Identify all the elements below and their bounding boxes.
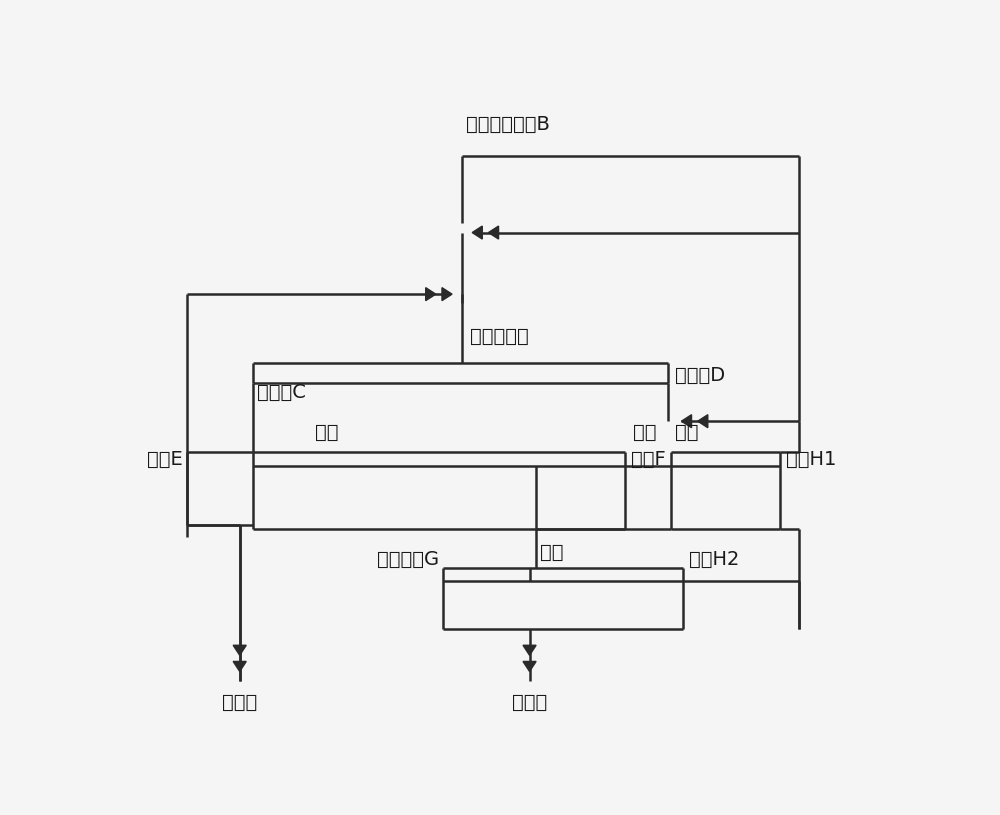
- Text: 精尾F: 精尾F: [631, 450, 666, 469]
- Text: 二扫尾矿G: 二扫尾矿G: [377, 550, 439, 570]
- Text: 铁精矿: 铁精矿: [222, 693, 257, 711]
- Text: 浮尾: 浮尾: [633, 423, 656, 443]
- Polygon shape: [442, 288, 452, 301]
- Polygon shape: [233, 645, 246, 655]
- Polygon shape: [523, 662, 536, 672]
- Polygon shape: [681, 415, 692, 428]
- Text: 钛精矿: 钛精矿: [512, 693, 547, 711]
- Text: 一扫: 一扫: [675, 423, 699, 443]
- Text: 精矿E: 精矿E: [147, 450, 183, 469]
- Text: 反浮选粗选: 反浮选粗选: [470, 327, 529, 346]
- Text: 酸洗后钛精矿B: 酸洗后钛精矿B: [466, 115, 550, 134]
- Text: 二扫: 二扫: [540, 543, 563, 562]
- Text: 中矿H2: 中矿H2: [689, 550, 740, 570]
- Polygon shape: [472, 226, 482, 239]
- Polygon shape: [426, 288, 436, 301]
- Text: 粗浮精C: 粗浮精C: [257, 382, 306, 402]
- Text: 中矿H1: 中矿H1: [786, 450, 836, 469]
- Polygon shape: [523, 645, 536, 655]
- Polygon shape: [488, 226, 499, 239]
- Polygon shape: [698, 415, 708, 428]
- Polygon shape: [233, 662, 246, 672]
- Text: 粗浮尾D: 粗浮尾D: [675, 365, 725, 385]
- Text: 一精: 一精: [315, 423, 338, 443]
